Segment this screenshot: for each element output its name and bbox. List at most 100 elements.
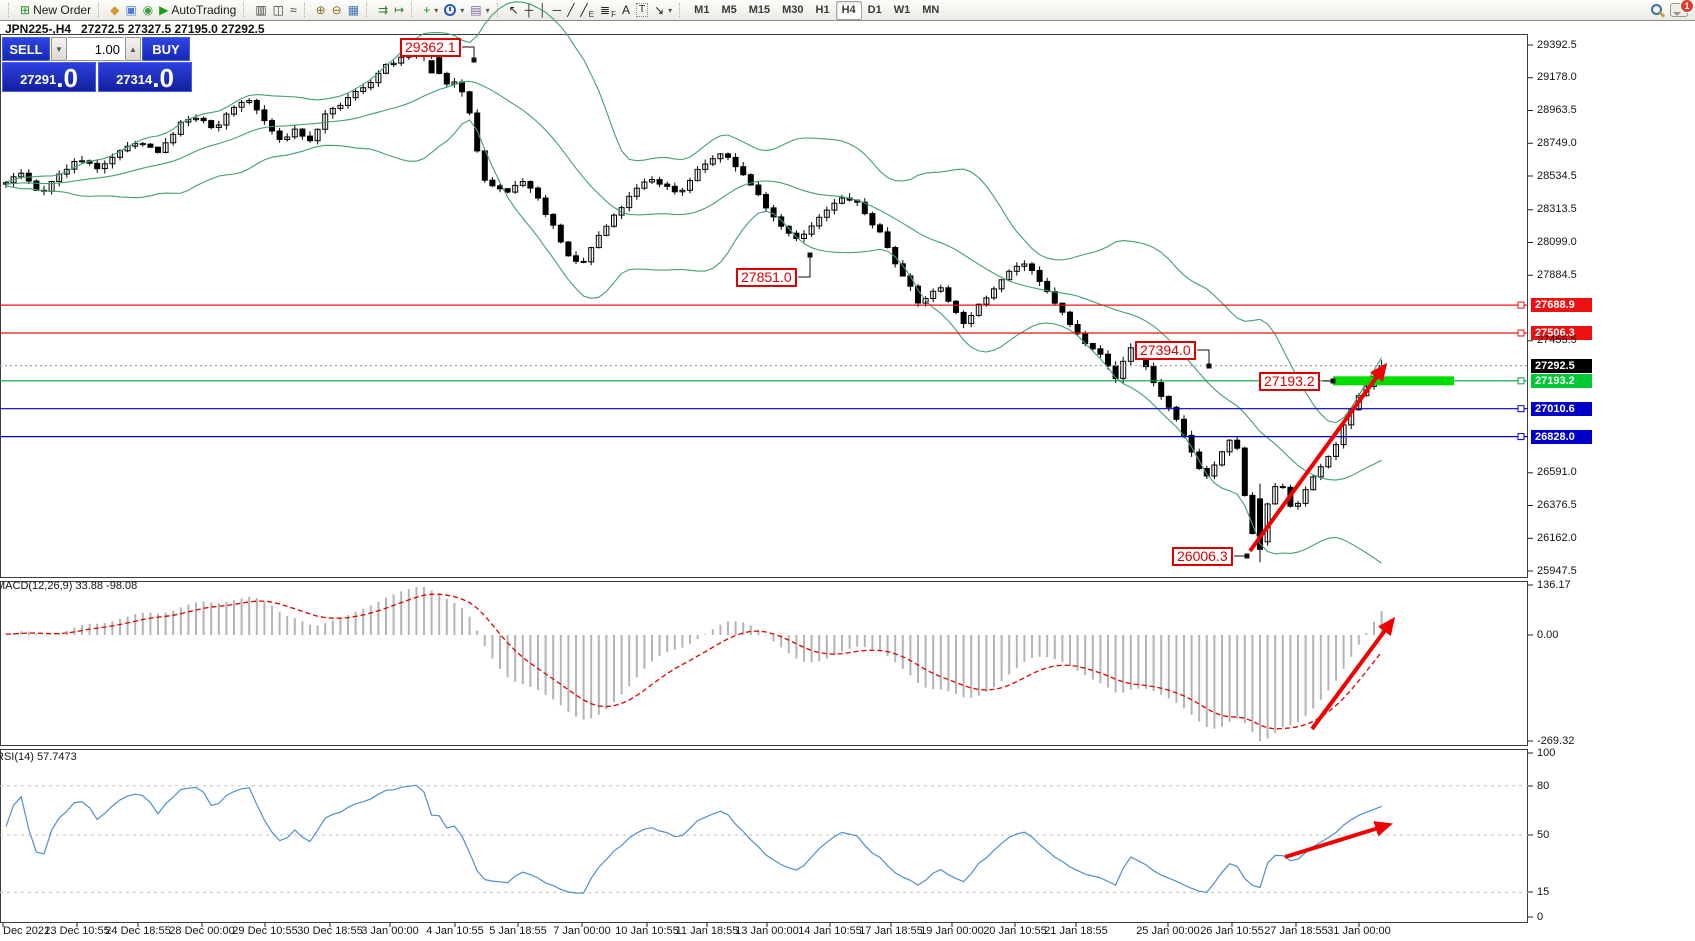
search-button[interactable] bbox=[1647, 1, 1667, 19]
sell-price-big-digits: .0 bbox=[56, 63, 78, 93]
timeframe-h1-button[interactable]: H1 bbox=[815, 3, 830, 16]
timeframe-d1-button[interactable]: D1 bbox=[867, 3, 882, 16]
styler-icon: ◆ bbox=[110, 3, 120, 17]
buy-price-panel[interactable]: 27314.0 bbox=[98, 62, 192, 92]
level-anchor-square bbox=[1517, 329, 1525, 337]
auto-scroll-button[interactable]: ⇉ bbox=[375, 1, 391, 19]
current-price-tag: 27292.5 bbox=[1531, 358, 1592, 373]
price-axis-label: 28534.5 bbox=[1537, 169, 1577, 182]
autotrading-button[interactable]: ▶ AutoTrading bbox=[156, 1, 239, 19]
fibonacci-icon: ≣ bbox=[600, 3, 611, 17]
timeframe-h4-button[interactable]: H4 bbox=[835, 0, 862, 20]
timeframe-w1-button[interactable]: W1 bbox=[893, 3, 911, 16]
signals-icon: ◉ bbox=[142, 3, 154, 17]
macd-axis-label: -269.32 bbox=[1537, 734, 1575, 747]
timeframe-mn-button[interactable]: MN bbox=[922, 3, 940, 16]
auto-scroll-icon: ⇉ bbox=[378, 3, 389, 17]
periods-button[interactable]: ▾ bbox=[441, 1, 467, 19]
horizontal-line-button[interactable]: ─ bbox=[550, 1, 565, 19]
price-axis-label: 28963.5 bbox=[1537, 104, 1577, 116]
level-anchor-square bbox=[1517, 405, 1525, 413]
chart-shift-button[interactable]: ↦ bbox=[391, 1, 407, 19]
toolbar-separator bbox=[679, 3, 684, 17]
volume-input[interactable] bbox=[68, 37, 124, 61]
signals-button[interactable]: ◉ bbox=[140, 1, 156, 19]
time-axis-label: 20 Jan 10:55 bbox=[983, 925, 1047, 937]
indicators-button[interactable]: + ▾ bbox=[420, 1, 441, 19]
equidistant-channel-icon: ╱ bbox=[580, 3, 588, 17]
price-axis-label: 28313.5 bbox=[1537, 203, 1577, 216]
toolbar-separator bbox=[366, 3, 371, 17]
trend-arrow bbox=[1284, 821, 1393, 859]
chat-button[interactable]: 1 bbox=[1667, 0, 1694, 19]
text-label-button[interactable]: T bbox=[633, 1, 651, 19]
arrows-icon: ↘ bbox=[654, 3, 665, 17]
periods-icon bbox=[444, 4, 457, 16]
chart-quote-line: JPN225-,H4 27272.5 27327.5 27195.0 27292.… bbox=[5, 22, 275, 36]
chevron-down-icon: ▾ bbox=[434, 5, 439, 15]
candlestick-chart-button[interactable]: ◫ bbox=[270, 1, 287, 19]
crosshair-icon: ┼ bbox=[524, 3, 534, 17]
time-axis-label: 19 Jan 00:00 bbox=[920, 925, 984, 937]
time-axis-label: 31 Jan 00:00 bbox=[1327, 925, 1391, 937]
volume-increase-button[interactable]: ▲ bbox=[125, 37, 141, 61]
rsi-axis-label: 80 bbox=[1537, 779, 1550, 792]
timeframe-m5-button[interactable]: M5 bbox=[721, 3, 737, 16]
time-axis-label: 23 Dec 10:55 bbox=[44, 925, 110, 937]
time-axis-label: 3 Jan 00:00 bbox=[361, 925, 419, 937]
price-annotation-label[interactable]: 29362.1 bbox=[400, 38, 461, 57]
time-axis-label: 30 Dec 18:55 bbox=[297, 925, 363, 937]
chevron-down-icon: ▾ bbox=[485, 5, 490, 15]
sell-price-panel[interactable]: 27291.0 bbox=[2, 62, 96, 92]
time-axis-label: 26 Jan 10:55 bbox=[1200, 925, 1264, 937]
zoom-out-button[interactable]: ⊖ bbox=[329, 1, 345, 19]
fibonacci-button[interactable]: ≣ F bbox=[600, 3, 616, 19]
zoom-in-button[interactable]: ⊕ bbox=[313, 1, 329, 19]
trendline-button[interactable]: ╱ bbox=[564, 1, 577, 19]
macd-axis-label: 136.17 bbox=[1537, 578, 1571, 591]
timeframe-m15-button[interactable]: M15 bbox=[748, 3, 771, 16]
price-annotation-label[interactable]: 27394.0 bbox=[1135, 341, 1196, 360]
price-annotation-label[interactable]: 27193.2 bbox=[1259, 372, 1320, 391]
crosshair-button[interactable]: ┼ bbox=[522, 1, 537, 19]
text-label-icon: T bbox=[635, 3, 649, 17]
line-chart-button[interactable]: ≈ bbox=[287, 1, 300, 19]
arrows-button[interactable]: ↘ ▾ bbox=[651, 1, 675, 19]
toolbar: ⊞ New Order ◆ ▣ ◉ ▶ AutoTrading ▥ ◫ ≈ ⊕ ⊖ ▦ ⇉ ↦ + ▾ ▾ ▤ ▾ ↖ ┼… bbox=[0, 0, 1695, 21]
sell-button[interactable]: SELL bbox=[2, 37, 50, 61]
time-axis-label: 29 Dec 10:55 bbox=[232, 925, 298, 937]
virtual-hosting-button[interactable]: ▣ bbox=[122, 1, 139, 19]
level-anchor-square bbox=[1517, 433, 1525, 441]
volume-decrease-button[interactable]: ▼ bbox=[51, 37, 67, 61]
new-order-button[interactable]: ⊞ New Order bbox=[17, 1, 94, 19]
timeframe-m30-button[interactable]: M30 bbox=[782, 3, 804, 16]
tile-windows-icon: ▦ bbox=[347, 3, 360, 17]
toolbar-separator bbox=[98, 3, 103, 17]
bar-chart-button[interactable]: ▥ bbox=[252, 1, 269, 19]
timeframe-m1-button[interactable]: M1 bbox=[694, 3, 710, 16]
tile-windows-button[interactable]: ▦ bbox=[345, 1, 362, 19]
vertical-line-button[interactable]: │ bbox=[536, 1, 550, 19]
time-axis-label: 7 Jan 00:00 bbox=[553, 925, 611, 937]
new-order-icon: ⊞ bbox=[20, 3, 31, 17]
price-annotation-label[interactable]: 26006.3 bbox=[1172, 547, 1233, 566]
chat-icon: 1 bbox=[1670, 0, 1694, 17]
drawing-objects-layer[interactable] bbox=[462, 46, 1396, 859]
chart-shift-icon: ↦ bbox=[394, 3, 405, 17]
styler-button[interactable]: ◆ bbox=[107, 1, 122, 19]
cursor-button[interactable]: ↖ bbox=[506, 1, 522, 19]
rsi-line bbox=[5, 784, 1382, 894]
line-chart-icon: ≈ bbox=[290, 3, 297, 17]
horizontal-levels-layer[interactable] bbox=[0, 301, 1528, 441]
price-axis-label: 26162.0 bbox=[1537, 531, 1577, 544]
level-anchor-square bbox=[1517, 377, 1525, 385]
buy-button[interactable]: BUY bbox=[142, 37, 190, 61]
equidistant-channel-button[interactable]: ╱ E bbox=[580, 3, 594, 19]
templates-button[interactable]: ▤ ▾ bbox=[467, 1, 492, 19]
bollinger-bands-layer bbox=[5, 1, 1383, 564]
price-annotation-label[interactable]: 27851.0 bbox=[736, 268, 797, 287]
text-button[interactable]: A bbox=[619, 1, 633, 19]
price-axis-label: 29392.5 bbox=[1537, 38, 1577, 51]
quote-ohlc-values: 27272.5 27327.5 27195.0 27292.5 bbox=[81, 22, 265, 36]
